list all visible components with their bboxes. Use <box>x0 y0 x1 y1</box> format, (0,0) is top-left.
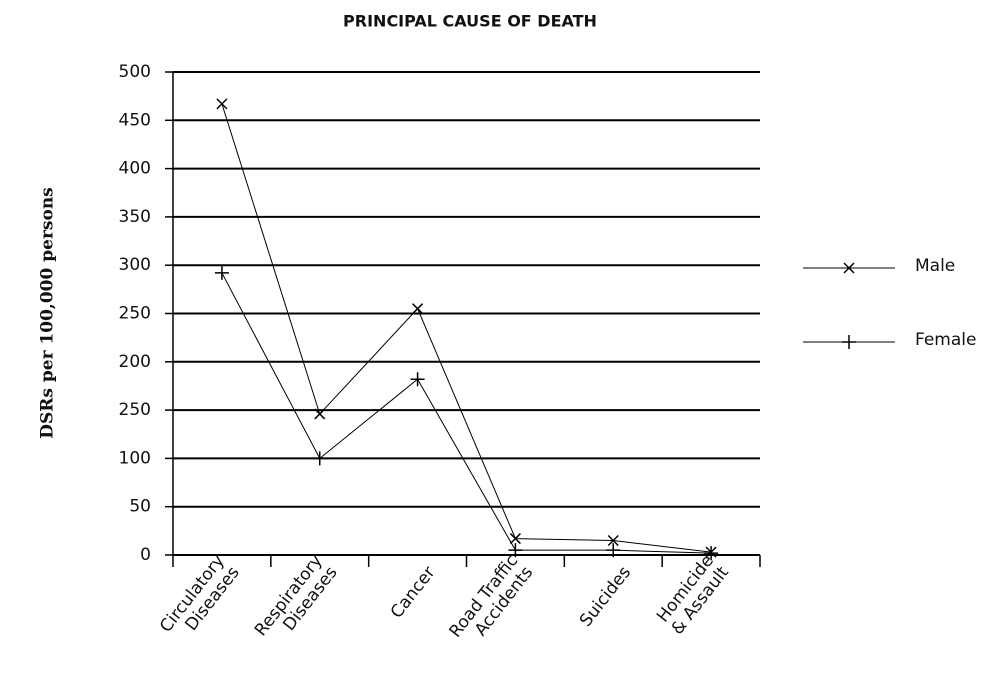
y-tick-label: 350 <box>119 207 151 227</box>
marker <box>607 534 619 547</box>
y-tick-label: 200 <box>119 352 151 372</box>
x-tick-label-line: Suicides <box>576 563 635 631</box>
legend-label: Male <box>915 256 955 276</box>
marker <box>606 543 621 558</box>
y-tick-label: 0 <box>140 545 151 565</box>
x-tick-label: Homicide& Assault <box>653 551 733 639</box>
y-tick-label: 400 <box>119 159 151 179</box>
y-tick-label: 450 <box>119 110 151 130</box>
y-axis-label: DSRs per 100,000 persons <box>38 187 58 439</box>
legend-label: Female <box>915 330 976 350</box>
marker <box>842 335 856 349</box>
y-tick-label: 500 <box>119 62 151 82</box>
y-tick-label: 250 <box>119 400 151 420</box>
x-tick-label: Suicides <box>576 563 635 631</box>
y-tick-label: 50 <box>129 497 151 517</box>
marker <box>412 303 424 315</box>
marker <box>410 372 425 387</box>
series-line <box>221 103 712 553</box>
marker <box>214 265 229 280</box>
chart-title: PRINCIPAL CAUSE OF DEATH <box>343 12 597 31</box>
y-tick-label: 300 <box>119 255 151 275</box>
marker <box>509 533 521 545</box>
marker <box>508 543 523 558</box>
y-tick-label: 250 <box>119 304 151 324</box>
y-tick-label: 100 <box>119 448 151 468</box>
marker <box>704 546 719 561</box>
marker <box>314 408 326 420</box>
series-line <box>221 272 712 554</box>
marker <box>312 451 327 466</box>
marker <box>843 262 855 274</box>
x-tick-label: Cancer <box>387 563 440 622</box>
marker <box>216 98 228 110</box>
x-tick-label-line: Cancer <box>387 563 440 622</box>
